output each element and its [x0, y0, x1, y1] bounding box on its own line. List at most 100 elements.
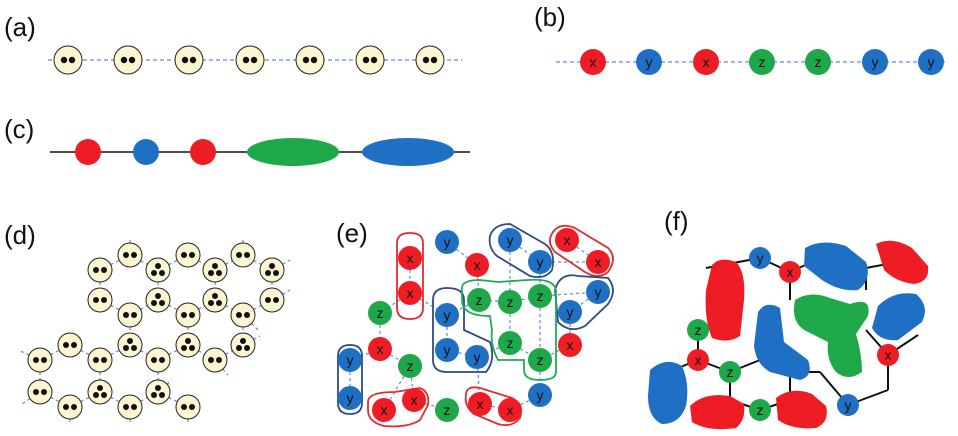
- site-letter: z: [377, 305, 384, 321]
- site-letter: y: [347, 352, 354, 368]
- site-x: x: [368, 337, 392, 361]
- spin-site: [355, 45, 385, 75]
- site-x: x: [372, 398, 396, 422]
- spin-site: [230, 302, 256, 328]
- site-x: x: [558, 333, 582, 357]
- site-z: z: [805, 49, 831, 75]
- site-y: y: [435, 230, 459, 254]
- site-x: x: [687, 349, 709, 371]
- site-y: y: [338, 386, 362, 410]
- site-letter: z: [757, 402, 764, 418]
- panel-d-honeycomb: [17, 238, 291, 425]
- spin-site: [415, 45, 445, 75]
- merged-z-cluster: [793, 294, 869, 377]
- site-letter: x: [377, 341, 384, 357]
- site-letter: x: [477, 396, 484, 412]
- site-letter: z: [476, 292, 483, 308]
- cluster-outline: [337, 344, 363, 415]
- site-letter: y: [444, 307, 451, 323]
- cluster-outline: [461, 278, 557, 381]
- site-z: z: [749, 49, 775, 75]
- site-letter: z: [444, 402, 451, 418]
- site-letter: y: [928, 54, 935, 70]
- site-letter: y: [507, 232, 514, 248]
- spin-site: [53, 45, 83, 75]
- spin-site: [117, 242, 143, 268]
- merged-x-cluster: [705, 259, 745, 341]
- site-letter: x: [407, 285, 414, 301]
- site-z: z: [498, 331, 522, 355]
- spin-site: [87, 287, 113, 313]
- panel-a-label: (a): [4, 12, 36, 42]
- spin-site: [117, 332, 143, 358]
- site-y: y: [498, 228, 522, 252]
- spin-site: [57, 332, 83, 358]
- site-z: z: [749, 399, 771, 421]
- site-letter: z: [407, 358, 414, 374]
- spin-site: [202, 257, 228, 283]
- spin-site: [87, 257, 113, 283]
- site-letter: x: [507, 402, 514, 418]
- site-x: [75, 139, 101, 165]
- site-letter: x: [567, 337, 574, 353]
- site-y: y: [435, 303, 459, 327]
- spin-site: [175, 302, 201, 328]
- site-x: x: [468, 392, 492, 416]
- spin-site: [145, 347, 171, 373]
- spin-site: [175, 332, 201, 358]
- spin-site: [259, 287, 285, 313]
- spin-site: [145, 287, 171, 313]
- site-letter: x: [787, 264, 794, 280]
- site-letter: z: [537, 288, 544, 304]
- site-letter: y: [872, 54, 879, 70]
- site-z: z: [368, 301, 392, 325]
- site-letter: x: [381, 402, 388, 418]
- site-x: x: [398, 281, 422, 305]
- spin-site: [230, 242, 256, 268]
- merged-x-cluster: [690, 395, 745, 430]
- spin-site: [175, 242, 201, 268]
- site-letter: y: [845, 397, 852, 413]
- site-x: x: [586, 250, 610, 274]
- site-letter: x: [885, 347, 892, 363]
- site-y: [133, 139, 159, 165]
- spin-site: [174, 45, 204, 75]
- site-x: x: [555, 228, 579, 252]
- site-x: x: [398, 246, 422, 270]
- site-z: z: [435, 398, 459, 422]
- site-letter: x: [564, 232, 571, 248]
- site-x: x: [498, 398, 522, 422]
- merged-y-cluster: [804, 242, 868, 291]
- site-letter: z: [759, 54, 766, 70]
- merged-x-cluster: [776, 390, 827, 429]
- site-z: z: [467, 288, 491, 312]
- site-z: z: [687, 319, 709, 341]
- site-y: y: [558, 300, 582, 324]
- site-letter: z: [727, 364, 734, 380]
- spin-site: [175, 394, 201, 420]
- site-letter: x: [703, 54, 710, 70]
- site-letter: y: [444, 342, 451, 358]
- site-x: x: [580, 49, 606, 75]
- spin-site: [202, 347, 228, 373]
- spin-site: [202, 287, 228, 313]
- site-letter: z: [507, 335, 514, 351]
- merged-y-cluster: [754, 304, 810, 380]
- boundary-bond: [21, 391, 41, 405]
- spin-site: [259, 257, 285, 283]
- site-letter: z: [507, 294, 514, 310]
- site-letter: y: [595, 284, 602, 300]
- site-letter: y: [567, 304, 574, 320]
- cluster-outline: [432, 287, 494, 373]
- site-y: y: [586, 280, 610, 304]
- site-letter: y: [646, 54, 653, 70]
- merged-z-cluster: [247, 138, 339, 166]
- site-z: z: [498, 290, 522, 314]
- spin-site: [87, 347, 113, 373]
- site-z: z: [398, 354, 422, 378]
- site-y: y: [837, 394, 859, 416]
- panel-f-label: (f): [664, 206, 689, 236]
